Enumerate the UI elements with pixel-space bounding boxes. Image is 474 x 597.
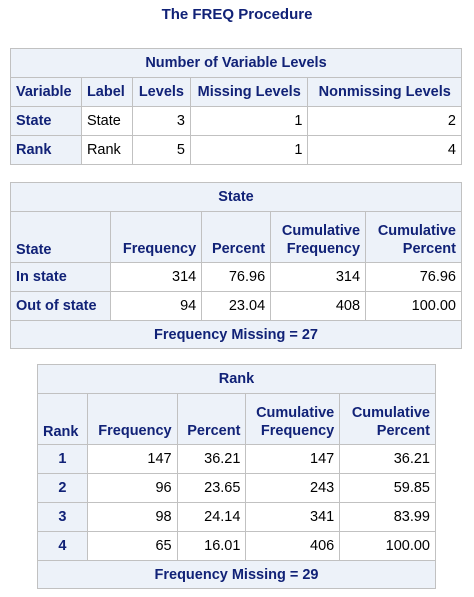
column-header: Cumulative Frequency	[270, 211, 367, 263]
column-header: Levels	[131, 77, 191, 107]
table-cell: 94	[110, 291, 203, 321]
table-caption: Number of Variable Levels	[10, 48, 462, 78]
table-cell: 16.01	[176, 531, 247, 561]
column-header: Rank	[37, 393, 88, 445]
table-cell: 4	[307, 135, 462, 165]
table-cell: 100.00	[339, 531, 436, 561]
row-header: In state	[9, 262, 112, 292]
table-cell: 406	[245, 531, 341, 561]
column-header: State	[9, 211, 112, 263]
frequency-missing-note: Frequency Missing = 29	[37, 560, 436, 589]
table-cell: 3	[131, 106, 191, 136]
table-cell: 1	[189, 106, 309, 136]
table-cell: 36.21	[339, 444, 436, 474]
column-header: Variable	[10, 77, 82, 107]
state-frequency-table: State State Frequency Percent Cumulative…	[9, 182, 462, 349]
table-cell: 147	[245, 444, 341, 474]
table-cell: 59.85	[339, 473, 436, 503]
table-cell: 314	[110, 262, 203, 292]
table-row: 3 98 24.14 341 83.99	[37, 502, 436, 532]
column-header: Nonmissing Levels	[307, 77, 462, 107]
table-cell: State	[80, 106, 133, 136]
table-cell: 1	[189, 135, 309, 165]
table-cell: 23.65	[176, 473, 247, 503]
table-cell: 23.04	[201, 291, 272, 321]
column-header: Percent	[201, 211, 272, 263]
table-row: In state 314 76.96 314 76.96	[9, 262, 462, 292]
table-cell: 98	[86, 502, 178, 532]
rank-frequency-table: Rank Rank Frequency Percent Cumulative F…	[37, 364, 436, 589]
column-header: Label	[80, 77, 133, 107]
table-caption: Rank	[37, 364, 436, 394]
table-cell: Rank	[80, 135, 133, 165]
column-header: Cumulative Percent	[365, 211, 462, 263]
row-header: State	[10, 106, 82, 136]
table-cell: 341	[245, 502, 341, 532]
table-cell: 76.96	[201, 262, 272, 292]
table-row: 4 65 16.01 406 100.00	[37, 531, 436, 561]
table-cell: 2	[307, 106, 462, 136]
column-header: Cumulative Percent	[339, 393, 436, 445]
column-header: Cumulative Frequency	[245, 393, 341, 445]
row-header: 1	[37, 444, 88, 474]
column-header: Missing Levels	[189, 77, 309, 107]
column-header: Percent	[176, 393, 247, 445]
table-row: Rank Rank 5 1 4	[10, 135, 462, 165]
row-header: 2	[37, 473, 88, 503]
table-row: 1 147 36.21 147 36.21	[37, 444, 436, 474]
table-caption: State	[10, 182, 462, 212]
frequency-missing-note: Frequency Missing = 27	[10, 320, 462, 349]
table-row: State State 3 1 2	[10, 106, 462, 136]
column-header: Frequency	[86, 393, 178, 445]
table-cell: 83.99	[339, 502, 436, 532]
table-cell: 314	[270, 262, 367, 292]
table-cell: 24.14	[176, 502, 247, 532]
table-cell: 408	[270, 291, 367, 321]
table-cell: 36.21	[176, 444, 247, 474]
table-row: 2 96 23.65 243 59.85	[37, 473, 436, 503]
row-header: Rank	[10, 135, 82, 165]
page-title: The FREQ Procedure	[161, 6, 313, 23]
row-header: 3	[37, 502, 88, 532]
row-header: Out of state	[9, 291, 112, 321]
table-row: Out of state 94 23.04 408 100.00	[9, 291, 462, 321]
table-cell: 76.96	[365, 262, 462, 292]
row-header: 4	[37, 531, 88, 561]
variable-levels-table: Number of Variable Levels Variable Label…	[10, 48, 462, 165]
table-cell: 5	[131, 135, 191, 165]
table-cell: 96	[86, 473, 178, 503]
table-cell: 100.00	[365, 291, 462, 321]
table-cell: 243	[245, 473, 341, 503]
column-header: Frequency	[110, 211, 203, 263]
table-cell: 65	[86, 531, 178, 561]
table-cell: 147	[86, 444, 178, 474]
